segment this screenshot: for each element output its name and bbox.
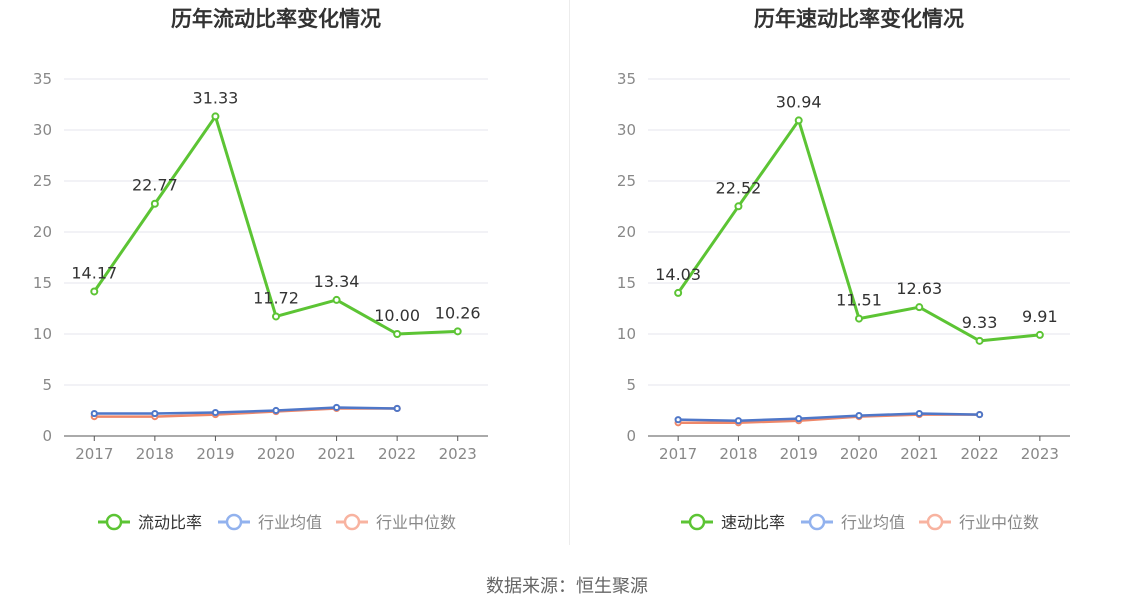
y-tick-label: 10 bbox=[617, 325, 636, 343]
data-label: 22.52 bbox=[716, 178, 762, 197]
legend-item: 行业均值 bbox=[218, 513, 322, 532]
data-point bbox=[1035, 330, 1044, 339]
data-point bbox=[734, 202, 743, 211]
data-point bbox=[855, 412, 863, 420]
data-label: 14.03 bbox=[655, 265, 701, 284]
data-point bbox=[975, 410, 984, 419]
y-tick-label: 35 bbox=[33, 70, 52, 88]
y-tick-label: 5 bbox=[626, 376, 636, 394]
legend-marker bbox=[688, 513, 706, 531]
data-point bbox=[150, 199, 159, 208]
data-point bbox=[674, 288, 683, 297]
data-point bbox=[151, 409, 159, 418]
x-tick-label: 2021 bbox=[900, 445, 938, 463]
x-tick-label: 2021 bbox=[317, 445, 355, 463]
y-tick-label: 30 bbox=[617, 121, 636, 139]
data-label: 10.00 bbox=[374, 306, 420, 325]
legend-item: 速动比率 bbox=[681, 513, 785, 532]
x-tick-label: 2018 bbox=[136, 445, 174, 463]
data-label: 22.77 bbox=[132, 176, 178, 195]
data-point bbox=[674, 416, 682, 424]
legend-label: 流动比率 bbox=[138, 513, 202, 532]
legend-marker bbox=[808, 513, 826, 531]
x-tick-label: 2017 bbox=[659, 445, 697, 463]
data-point bbox=[453, 327, 462, 336]
series-line-industry-avg bbox=[678, 412, 980, 422]
y-tick-label: 25 bbox=[33, 172, 52, 190]
y-tick-label: 35 bbox=[617, 70, 636, 88]
chart-title: 历年速动比率变化情况 bbox=[754, 7, 964, 31]
data-point bbox=[272, 312, 280, 321]
legend-item: 流动比率 bbox=[98, 513, 202, 532]
panel-divider bbox=[569, 0, 570, 545]
x-tick-label: 2018 bbox=[719, 445, 757, 463]
data-point bbox=[332, 403, 341, 412]
data-point bbox=[90, 287, 99, 296]
data-point bbox=[90, 409, 98, 418]
y-tick-label: 20 bbox=[617, 223, 636, 241]
data-label: 30.94 bbox=[776, 92, 822, 111]
data-label: 9.91 bbox=[1022, 307, 1058, 326]
data-point bbox=[975, 336, 984, 345]
data-point bbox=[795, 415, 803, 423]
x-tick-label: 2020 bbox=[257, 445, 295, 463]
data-point bbox=[855, 314, 863, 323]
data-point bbox=[272, 406, 280, 415]
legend-label: 速动比率 bbox=[721, 513, 785, 532]
x-tick-label: 2022 bbox=[378, 445, 416, 463]
y-tick-label: 25 bbox=[617, 172, 636, 190]
chart-panel-1: 历年流动比率变化情况 0 5 10 15 20 25 30 35 2017 2018 2019 2020… bbox=[33, 7, 488, 532]
data-point bbox=[794, 116, 803, 125]
x-tick-label: 2019 bbox=[196, 445, 234, 463]
data-point bbox=[332, 295, 341, 304]
chart-title: 历年流动比率变化情况 bbox=[171, 7, 381, 31]
y-tick-label: 0 bbox=[626, 427, 636, 445]
x-tick-label: 2017 bbox=[75, 445, 113, 463]
chart-panel-2: 历年速动比率变化情况 0 5 10 15 20 25 30 35 2017 2018 2019 2020… bbox=[617, 7, 1070, 532]
y-tick-label: 10 bbox=[33, 325, 52, 343]
y-tick-label: 0 bbox=[42, 427, 52, 445]
series-line-industry-avg bbox=[94, 406, 398, 415]
x-tick-label: 2019 bbox=[780, 445, 818, 463]
data-point bbox=[393, 404, 401, 413]
data-label: 31.33 bbox=[193, 88, 239, 107]
data-point bbox=[211, 408, 220, 417]
legend-label: 行业均值 bbox=[841, 513, 905, 532]
data-source-note: 数据来源：恒生聚源 bbox=[486, 576, 648, 597]
legend-item: 行业中位数 bbox=[919, 513, 1039, 532]
y-tick-label: 30 bbox=[33, 121, 52, 139]
data-point bbox=[393, 330, 402, 338]
data-label: 11.72 bbox=[253, 288, 299, 307]
y-tick-label: 5 bbox=[42, 376, 52, 394]
data-point bbox=[915, 409, 923, 418]
data-point bbox=[211, 112, 220, 121]
legend-label: 行业中位数 bbox=[376, 513, 456, 532]
legend-label: 行业中位数 bbox=[959, 513, 1039, 532]
data-point bbox=[734, 417, 743, 425]
data-label: 11.51 bbox=[836, 291, 882, 310]
y-tick-label: 15 bbox=[33, 274, 52, 292]
y-tick-label: 15 bbox=[617, 274, 636, 292]
legend-marker bbox=[105, 513, 123, 531]
y-tick-label: 20 bbox=[33, 223, 52, 241]
legend-item: 行业中位数 bbox=[336, 513, 456, 532]
data-label: 9.33 bbox=[962, 313, 998, 332]
legend-label: 行业均值 bbox=[258, 513, 322, 532]
x-tick-label: 2022 bbox=[960, 445, 998, 463]
legend-marker bbox=[225, 513, 243, 531]
legend-item: 行业均值 bbox=[801, 513, 905, 532]
legend-marker bbox=[926, 513, 944, 531]
data-label: 14.17 bbox=[71, 263, 117, 282]
x-tick-label: 2020 bbox=[840, 445, 878, 463]
x-tick-label: 2023 bbox=[439, 445, 477, 463]
data-label: 13.34 bbox=[314, 272, 360, 291]
data-label: 12.63 bbox=[896, 279, 942, 298]
data-point bbox=[915, 303, 924, 312]
legend-marker bbox=[343, 513, 361, 531]
x-tick-label: 2023 bbox=[1021, 445, 1059, 463]
data-label: 10.26 bbox=[435, 303, 481, 322]
